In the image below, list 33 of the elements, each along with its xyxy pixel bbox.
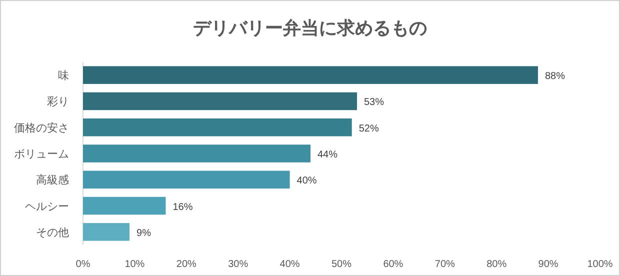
bar (83, 196, 166, 215)
y-tick-label: 彩り (47, 96, 69, 108)
y-tick-label: その他 (36, 226, 69, 239)
y-tick-label: ヘルシー (25, 200, 69, 213)
x-tick-label: 50% (331, 259, 352, 270)
x-tick-label: 40% (280, 259, 300, 270)
bar (83, 144, 310, 162)
data-label: 9% (136, 228, 152, 239)
data-label: 53% (364, 97, 384, 108)
x-tick-label: 0% (76, 259, 90, 270)
bar (83, 92, 358, 110)
bar (83, 170, 290, 189)
data-label: 40% (296, 176, 317, 187)
data-label: 52% (358, 123, 379, 134)
x-tick-label: 10% (124, 259, 145, 270)
y-tick-label: 味 (58, 69, 69, 82)
x-tick-label: 70% (434, 259, 456, 270)
y-tick-label: ボリューム (14, 148, 69, 160)
data-label: 16% (172, 202, 193, 213)
data-label: 88% (544, 71, 566, 82)
x-tick-label: 60% (383, 259, 404, 270)
x-tick-label: 80% (486, 259, 507, 270)
y-tick-label: 価格の安さ (14, 121, 69, 134)
x-tick-label: 30% (228, 259, 248, 270)
data-label: 44% (317, 150, 338, 160)
bar (83, 223, 130, 241)
bar (83, 66, 538, 84)
x-tick-label: 100% (587, 259, 613, 270)
x-tick-label: 20% (176, 259, 197, 270)
x-tick-label: 90% (538, 259, 558, 270)
chart-title: デリバリー弁当に求めるもの (193, 18, 427, 38)
y-tick-label: 高級感 (36, 174, 69, 187)
bar (83, 118, 352, 136)
